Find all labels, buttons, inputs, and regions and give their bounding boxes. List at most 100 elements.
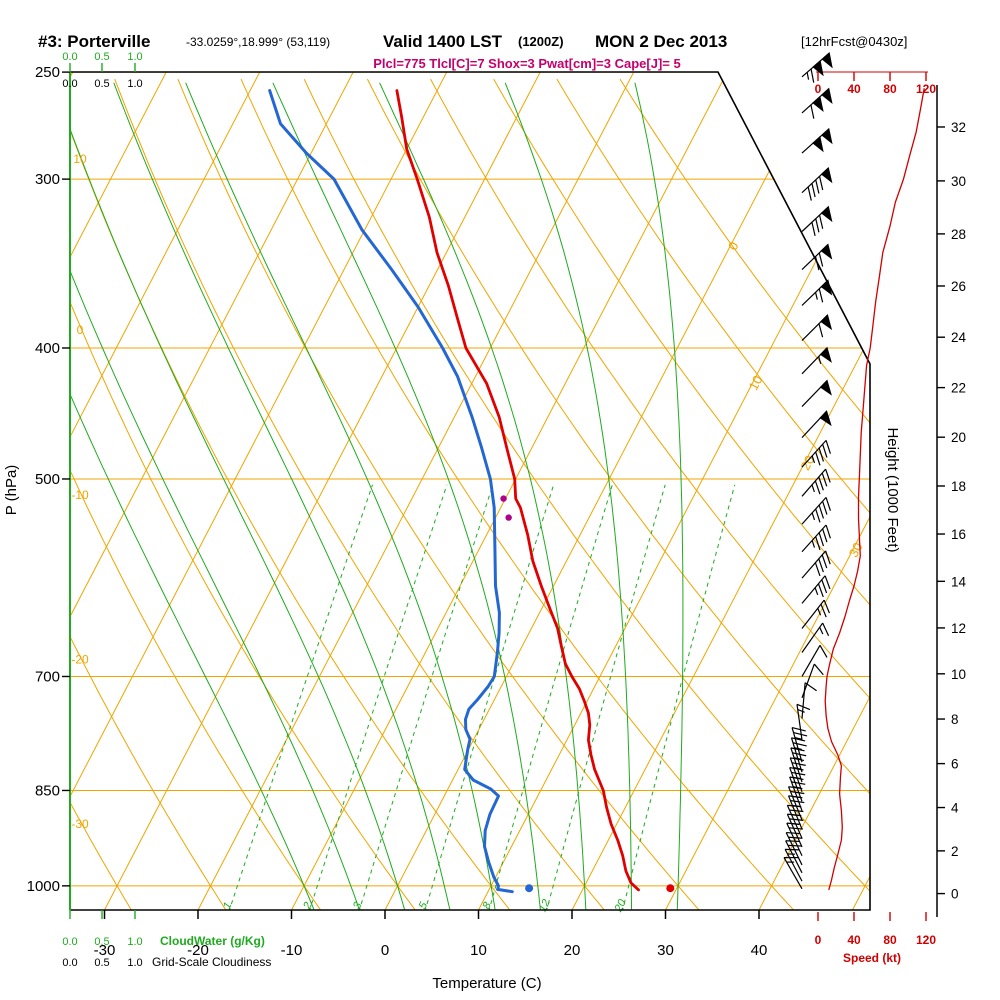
- height-tick-label: 8: [951, 712, 959, 727]
- wind-barb: [801, 243, 833, 271]
- isotherm-line: [852, 72, 870, 910]
- speed-tick-label-bottom: 120: [916, 933, 936, 947]
- isotherm-label: 10: [746, 373, 766, 393]
- wind-barb: [801, 663, 824, 699]
- wind-barb: [790, 737, 807, 773]
- wind-barb: [801, 524, 831, 553]
- wind-barb: [801, 682, 817, 719]
- wind-barb: [801, 205, 833, 236]
- temperature-curve: [395, 89, 640, 892]
- dry-adiabat-line: [303, 78, 870, 910]
- height-tick-label: 14: [951, 574, 967, 589]
- dewpoint-curve: [268, 89, 514, 894]
- valid-time: Valid 1400 LST: [383, 32, 503, 51]
- isotherm-line: [384, 72, 822, 910]
- wind-barb: [801, 645, 828, 677]
- isotherm-line: [665, 72, 870, 910]
- height-tick-label: 24: [951, 330, 967, 345]
- wind-barb: [801, 379, 832, 408]
- wind-barb: [801, 410, 832, 439]
- mixing-ratio-label: 1: [221, 900, 234, 911]
- surface-temperature-dot: [666, 884, 675, 893]
- wind-barb: [801, 87, 833, 119]
- dry-adiabat-line: [240, 78, 796, 910]
- wind-barb: [784, 848, 803, 882]
- isotherm-line: [104, 72, 541, 910]
- dry-adiabat-line: [70, 78, 512, 910]
- wind-barb: [801, 550, 831, 579]
- height-tick-label: 4: [951, 801, 959, 816]
- pressure-tick-label: 700: [35, 668, 60, 685]
- isotherm-line: [70, 72, 261, 910]
- cloudwater-scale-bottom: 0.5: [94, 936, 109, 948]
- speed-axis-label: Speed (kt): [843, 951, 901, 965]
- speed-tick-label-bottom: 0: [815, 933, 822, 947]
- temperature-axis-label: Temperature (C): [432, 975, 541, 992]
- speed-tick-label-top: 80: [883, 82, 897, 96]
- temperature-tick-label: 10: [470, 942, 487, 959]
- cloudwater-scale-top: 0.5: [94, 51, 109, 63]
- speed-tick-label-top: 120: [916, 82, 936, 96]
- cloudiness-scale-top: 0.0: [62, 78, 77, 90]
- valid-date: MON 2 Dec 2013: [595, 32, 727, 51]
- dry-adiabat-label: -20: [71, 652, 89, 666]
- moist-adiabat-line: [185, 82, 496, 910]
- temperature-tick-label: 20: [564, 942, 581, 959]
- cloudiness-scale-bottom: 1.0: [127, 957, 142, 969]
- wind-barb: [801, 622, 830, 653]
- pressure-tick-label: 500: [35, 471, 60, 488]
- height-tick-label: 26: [951, 279, 966, 294]
- isotherm-line: [571, 72, 870, 910]
- moist-adiabat-line: [70, 82, 360, 910]
- isotherm-line: [70, 72, 448, 910]
- height-tick-label: 12: [951, 621, 966, 636]
- dry-adiabat-line: [70, 78, 133, 910]
- parcel-marker-dot: [500, 495, 507, 502]
- height-tick-label: 6: [951, 757, 959, 772]
- station-title: #3: Porterville: [38, 32, 150, 51]
- mixing-ratio-line: [424, 484, 555, 910]
- wind-barb: [785, 831, 803, 866]
- cloudiness-scale-bottom: 0.0: [62, 957, 77, 969]
- dry-adiabat-label: -10: [71, 488, 89, 502]
- temperature-tick-label: -20: [187, 942, 209, 959]
- pressure-axis-label: P (hPa): [3, 465, 20, 516]
- height-tick-label: 30: [951, 174, 966, 189]
- cloudiness-scale-bottom: 0.5: [94, 957, 109, 969]
- dry-adiabat-label: 10: [73, 152, 87, 166]
- pressure-tick-label: 300: [35, 171, 60, 188]
- stability-indices: Plcl=775 Tlcl[C]=7 Shox=3 Pwat[cm]=3 Cap…: [373, 56, 680, 71]
- height-tick-label: 28: [951, 227, 966, 242]
- temperature-tick-label: -30: [94, 942, 116, 959]
- wind-barb: [783, 857, 803, 890]
- station-coords: -33.0259°,18.999° (53,119): [186, 35, 330, 49]
- height-tick-label: 32: [951, 120, 966, 135]
- dry-adiabat-line: [177, 78, 701, 910]
- cloudwater-scale-top: 1.0: [127, 51, 142, 63]
- mixing-ratio-line: [621, 484, 736, 910]
- wind-barb: [801, 439, 831, 468]
- dry-adiabat-line: [70, 78, 323, 910]
- isotherm-line: [70, 72, 354, 910]
- valid-zulu: (1200Z): [518, 34, 564, 49]
- moist-adiabat-line: [634, 82, 684, 910]
- pressure-tick-label: 1000: [27, 878, 60, 895]
- mixing-ratio-line: [545, 484, 666, 910]
- wind-barb: [785, 840, 803, 874]
- mixing-ratio-line: [358, 484, 494, 910]
- wind-barb-column: [783, 52, 833, 890]
- pressure-tick-label: 250: [35, 64, 60, 81]
- height-tick-label: 0: [951, 887, 959, 902]
- forecast-tag: [12hrFcst@0430z]: [801, 34, 907, 49]
- wind-barb: [801, 279, 833, 306]
- wind-barb: [801, 346, 832, 375]
- dry-adiabat-line: [114, 78, 607, 910]
- height-tick-label: 20: [951, 430, 966, 445]
- mixing-ratio-label: 2: [301, 900, 315, 912]
- surface-dewpoint-dot: [525, 884, 534, 893]
- moist-adiabat-line: [272, 82, 541, 910]
- temperature-tick-label: 0: [381, 942, 389, 959]
- sounding-curves: [268, 89, 640, 894]
- speed-tick-label-top: 0: [815, 82, 822, 96]
